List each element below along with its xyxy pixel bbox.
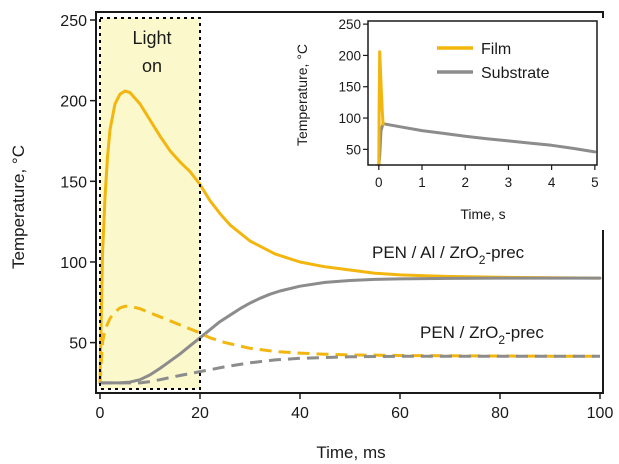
inset-y-axis-label: Temperature, °C	[294, 44, 310, 146]
inset-background	[290, 18, 604, 230]
inset-x-tick-label-2: 2	[461, 175, 469, 190]
main-x-axis-label: Time, ms	[316, 443, 385, 462]
main-y-tick-label-1: 100	[60, 255, 87, 272]
inset-x-tick-label-5: 5	[591, 175, 599, 190]
main-x-tick-label-5: 100	[587, 405, 614, 422]
main-series-line-3	[100, 354, 600, 385]
inset-series-line-0	[377, 50, 385, 167]
inset-y-tick-label-0: 50	[346, 142, 361, 157]
inset-y-tick-label-3: 200	[338, 48, 361, 63]
main-x-ticks: 0 20 40 60 80 100	[96, 393, 614, 422]
main-x-tick-label-3: 60	[391, 405, 409, 422]
inset-series-line-1	[377, 122, 597, 167]
main-x-tick-label-0: 0	[96, 405, 105, 422]
light-on-region	[100, 18, 200, 389]
inset-x-axis-label: Time, s	[460, 206, 505, 222]
annotation-pen-zro2-suffix: -prec	[505, 323, 544, 342]
main-series-group	[98, 89, 602, 385]
light-label-line1: Light	[132, 28, 171, 48]
inset-x-tick-label-3: 3	[505, 175, 513, 190]
main-series-line-0	[98, 89, 602, 385]
inset-plot-frame	[367, 20, 598, 166]
main-y-tick-label-4: 250	[60, 13, 87, 30]
annotation-pen-al-zro2-sub: 2	[479, 253, 486, 267]
inset-y-tick-label-4: 250	[338, 17, 361, 32]
annotation-pen-zro2: PEN / ZrO2-prec	[420, 323, 544, 347]
inset-y-tick-label-1: 100	[338, 111, 361, 126]
main-x-tick-label-1: 20	[191, 405, 209, 422]
annotation-pen-al-zro2-text: PEN / Al / ZrO	[372, 243, 479, 262]
main-y-axis-label: Temperature, °C	[9, 145, 28, 269]
inset-x-ticks: 0 1 2 3 4 5	[375, 165, 599, 190]
inset-chart: 0 1 2 3 4 5 50 100 150 200 250 Time, s Temperatur…	[290, 17, 604, 230]
inset-x-tick-label-4: 4	[548, 175, 556, 190]
annotation-pen-al-zro2: PEN / Al / ZrO2-prec	[372, 243, 525, 267]
annotation-pen-zro2-text: PEN / ZrO	[420, 323, 498, 342]
annotation-pen-zro2-sub: 2	[498, 333, 505, 347]
inset-x-tick-label-0: 0	[375, 175, 383, 190]
inset-y-ticks: 50 100 150 200 250	[338, 17, 368, 157]
inset-y-tick-label-2: 150	[338, 80, 361, 95]
main-y-tick-label-0: 50	[69, 336, 87, 353]
annotation-pen-al-zro2-suffix: -prec	[485, 243, 524, 262]
main-y-tick-label-3: 200	[60, 94, 87, 111]
main-y-ticks: 50 100 150 200 250	[60, 13, 96, 353]
inset-x-tick-label-1: 1	[418, 175, 426, 190]
main-series-line-1	[98, 276, 602, 385]
main-x-tick-label-2: 40	[291, 405, 309, 422]
main-y-tick-label-2: 150	[60, 174, 87, 191]
legend-label-substrate: Substrate	[481, 65, 550, 82]
inset-legend: Film Substrate	[437, 41, 550, 82]
inset-series-group	[377, 50, 597, 167]
light-label-line2: on	[142, 56, 162, 76]
main-x-tick-label-4: 80	[491, 405, 509, 422]
legend-label-film: Film	[481, 41, 511, 58]
light-on-dashed-box	[99, 17, 201, 390]
